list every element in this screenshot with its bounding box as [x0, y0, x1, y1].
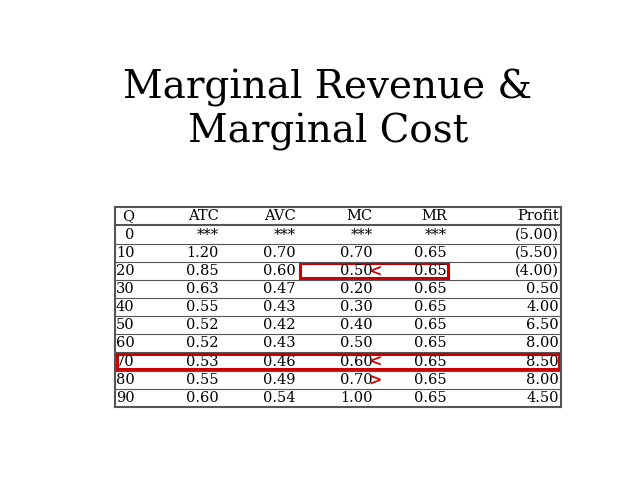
Text: 90: 90: [116, 391, 134, 405]
Text: 0.20: 0.20: [340, 282, 372, 296]
Text: 0.65: 0.65: [415, 264, 447, 278]
Text: >: >: [369, 371, 382, 388]
Text: Profit: Profit: [517, 209, 559, 223]
Text: ***: ***: [274, 228, 296, 241]
Text: 0.54: 0.54: [263, 391, 296, 405]
Text: 0.70: 0.70: [340, 246, 372, 260]
Text: 0: 0: [125, 228, 134, 241]
Text: <: <: [369, 262, 382, 279]
Text: 0.50: 0.50: [526, 282, 559, 296]
Text: 0.63: 0.63: [186, 282, 219, 296]
Text: AVC: AVC: [264, 209, 296, 223]
Text: 0.52: 0.52: [186, 336, 219, 350]
Text: 0.30: 0.30: [340, 300, 372, 314]
Text: 0.60: 0.60: [340, 355, 372, 369]
Text: 8.00: 8.00: [526, 372, 559, 387]
Text: 0.65: 0.65: [415, 318, 447, 332]
Text: MR: MR: [421, 209, 447, 223]
Text: <: <: [369, 353, 382, 370]
Bar: [300, 263, 447, 278]
Text: 60: 60: [116, 336, 134, 350]
Text: 4.00: 4.00: [526, 300, 559, 314]
Text: 8.50: 8.50: [526, 355, 559, 369]
Text: 0.65: 0.65: [415, 336, 447, 350]
Text: 0.42: 0.42: [263, 318, 296, 332]
Text: 0.46: 0.46: [263, 355, 296, 369]
Text: 0.40: 0.40: [340, 318, 372, 332]
Text: 1.00: 1.00: [340, 391, 372, 405]
Text: 1.20: 1.20: [186, 246, 219, 260]
Text: 0.50: 0.50: [340, 264, 372, 278]
Text: (5.00): (5.00): [515, 228, 559, 241]
Text: 0.53: 0.53: [186, 355, 219, 369]
Text: 0.65: 0.65: [415, 246, 447, 260]
Text: 0.60: 0.60: [186, 391, 219, 405]
Text: 40: 40: [116, 300, 134, 314]
Text: 0.65: 0.65: [415, 282, 447, 296]
Text: 4.50: 4.50: [526, 391, 559, 405]
Text: 10: 10: [116, 246, 134, 260]
Text: 0.52: 0.52: [186, 318, 219, 332]
Text: 8.00: 8.00: [526, 336, 559, 350]
Text: 0.85: 0.85: [186, 264, 219, 278]
Text: 0.47: 0.47: [263, 282, 296, 296]
Text: 0.50: 0.50: [340, 336, 372, 350]
Text: MC: MC: [346, 209, 372, 223]
Text: ***: ***: [351, 228, 372, 241]
Text: 80: 80: [116, 372, 134, 387]
Text: 0.55: 0.55: [186, 300, 219, 314]
Text: (4.00): (4.00): [515, 264, 559, 278]
Text: 0.70: 0.70: [263, 246, 296, 260]
Text: 0.43: 0.43: [263, 336, 296, 350]
Text: 0.60: 0.60: [263, 264, 296, 278]
Text: 0.65: 0.65: [415, 355, 447, 369]
Text: 6.50: 6.50: [526, 318, 559, 332]
Text: ATC: ATC: [188, 209, 219, 223]
Bar: [116, 354, 559, 369]
Text: 0.65: 0.65: [415, 372, 447, 387]
Text: ***: ***: [425, 228, 447, 241]
Text: 0.49: 0.49: [263, 372, 296, 387]
Text: 0.70: 0.70: [340, 372, 372, 387]
Text: Q: Q: [122, 209, 134, 223]
Text: 0.65: 0.65: [415, 300, 447, 314]
Text: 0.43: 0.43: [263, 300, 296, 314]
Text: 20: 20: [116, 264, 134, 278]
Text: 0.55: 0.55: [186, 372, 219, 387]
Text: 50: 50: [116, 318, 134, 332]
Text: 0.65: 0.65: [415, 391, 447, 405]
Text: ***: ***: [196, 228, 219, 241]
Text: 70: 70: [116, 355, 134, 369]
Text: (5.50): (5.50): [515, 246, 559, 260]
Text: 30: 30: [116, 282, 134, 296]
Text: Marginal Revenue &
Marginal Cost: Marginal Revenue & Marginal Cost: [124, 69, 532, 151]
